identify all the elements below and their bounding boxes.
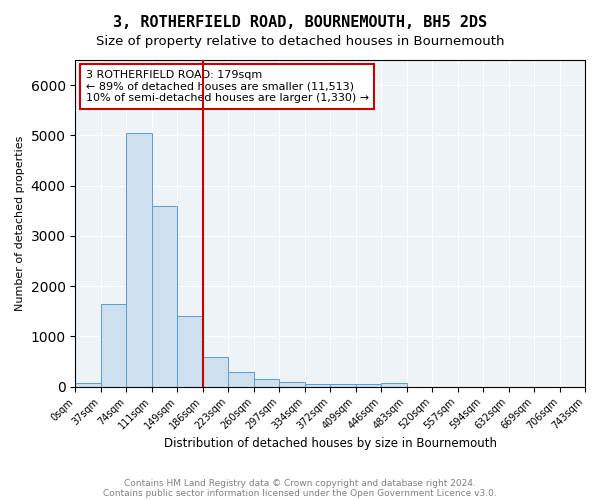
Text: 3 ROTHERFIELD ROAD: 179sqm
← 89% of detached houses are smaller (11,513)
10% of : 3 ROTHERFIELD ROAD: 179sqm ← 89% of deta…	[86, 70, 369, 103]
Bar	[178, 316, 203, 386]
Bar	[203, 356, 228, 386]
X-axis label: Distribution of detached houses by size in Bournemouth: Distribution of detached houses by size …	[164, 437, 497, 450]
Bar	[76, 383, 101, 386]
Bar	[356, 384, 381, 386]
Text: Size of property relative to detached houses in Bournemouth: Size of property relative to detached ho…	[96, 35, 504, 48]
Y-axis label: Number of detached properties: Number of detached properties	[15, 136, 25, 311]
Bar	[381, 384, 407, 386]
Bar	[101, 304, 127, 386]
Bar	[127, 133, 152, 386]
Bar	[228, 372, 254, 386]
Bar	[254, 380, 279, 386]
Bar	[305, 384, 330, 386]
Text: 3, ROTHERFIELD ROAD, BOURNEMOUTH, BH5 2DS: 3, ROTHERFIELD ROAD, BOURNEMOUTH, BH5 2D…	[113, 15, 487, 30]
Bar	[279, 382, 305, 386]
Bar	[330, 384, 356, 386]
Text: Contains HM Land Registry data © Crown copyright and database right 2024.: Contains HM Land Registry data © Crown c…	[124, 478, 476, 488]
Bar	[152, 206, 178, 386]
Text: Contains public sector information licensed under the Open Government Licence v3: Contains public sector information licen…	[103, 488, 497, 498]
